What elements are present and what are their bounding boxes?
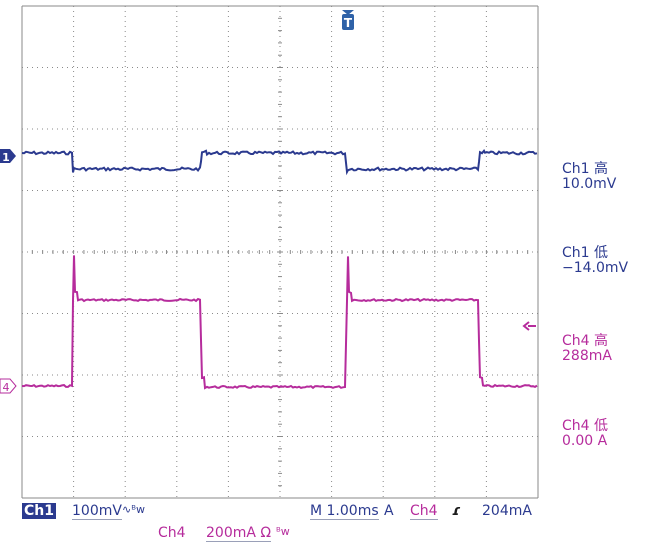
ch4-ground-marker[interactable]: 4 xyxy=(0,378,17,394)
ch4-low-value: 0.00 A xyxy=(562,433,608,449)
trigger-mode[interactable]: A xyxy=(384,503,394,519)
ch1-low-measurement: Ch1 低 −14.0mV xyxy=(562,246,642,276)
timebase-setting[interactable]: M 1.00ms xyxy=(310,503,379,520)
trigger-source[interactable]: Ch4 xyxy=(410,503,438,520)
ch4-high-value: 288mA xyxy=(562,348,612,364)
ch1-high-value: 10.0mV xyxy=(562,176,617,192)
ch4-waveform xyxy=(21,255,538,390)
ch4-vertical-scale[interactable]: 200mA Ω xyxy=(206,525,272,542)
trigger-level[interactable]: 204mA xyxy=(482,503,532,519)
ch4-high-label: Ch4 高 xyxy=(562,333,609,349)
ch1-marker-label: 1 xyxy=(2,151,10,164)
ch1-high-label: Ch1 高 xyxy=(562,161,609,177)
ch4-marker-label: 4 xyxy=(3,381,10,394)
status-bar: Ch1 100mV ∿ᴮw M 1.00ms A Ch4 ɾ 204mA Ch4… xyxy=(0,500,647,544)
ch1-bandwidth-limit-icon: ∿ᴮw xyxy=(122,503,145,516)
ch4-channel-label[interactable]: Ch4 xyxy=(158,525,186,541)
ch4-low-label: Ch4 低 xyxy=(562,418,609,434)
trigger-marker-label: T xyxy=(344,16,353,30)
trigger-marker[interactable]: T xyxy=(342,10,354,30)
ch1-channel-badge[interactable]: Ch1 xyxy=(22,503,56,519)
ch1-high-measurement: Ch1 高 10.0mV xyxy=(562,162,642,192)
ch4-bandwidth-limit-icon: ᴮw xyxy=(276,525,290,538)
ch1-ground-marker[interactable]: 1 xyxy=(0,149,16,164)
ch1-waveform xyxy=(21,149,538,176)
trigger-slope-icon[interactable]: ɾ xyxy=(452,503,461,519)
ch4-low-measurement: Ch4 低 0.00 A xyxy=(562,419,642,449)
ch4-high-measurement: Ch4 高 288mA xyxy=(562,334,642,364)
ch1-low-label: Ch1 低 xyxy=(562,245,609,261)
trigger-level-marker[interactable] xyxy=(522,321,536,331)
ch1-low-value: −14.0mV xyxy=(562,260,629,276)
graticule-grid xyxy=(21,5,539,499)
ch1-vertical-scale[interactable]: 100mV xyxy=(72,503,122,520)
